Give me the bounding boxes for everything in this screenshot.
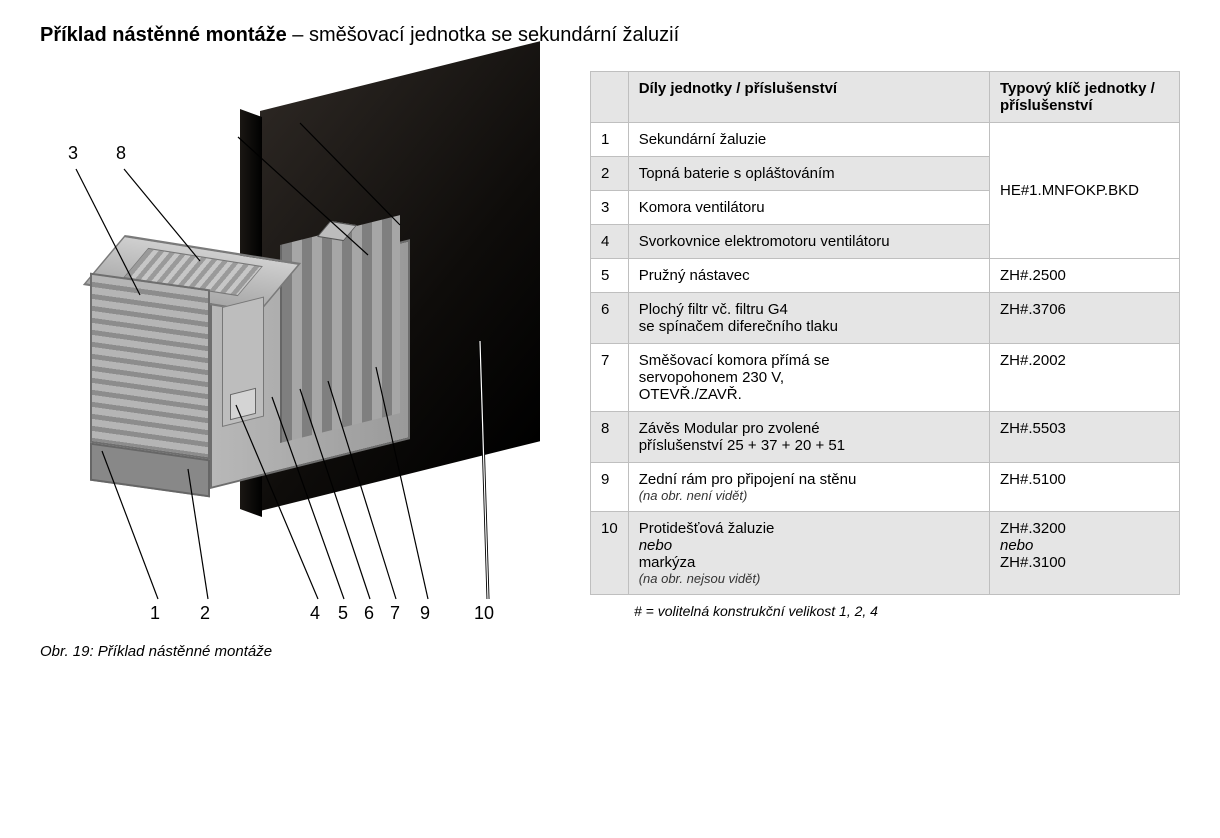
cell-note: (na obr. není vidět) — [639, 488, 979, 503]
cell-alt: nebo — [1000, 537, 1033, 554]
table-row: 7 Směšovací komora přímá se servopohonem… — [591, 344, 1180, 412]
cell-line: Směšovací komora přímá se — [639, 352, 979, 369]
cell-line: příslušenství 25 + 37 + 20 + 51 — [639, 437, 979, 454]
cell-key: ZH#.2002 — [990, 344, 1180, 412]
figure-column: 3 8 1 2 4 5 6 7 9 10 Obr. 19: Příklad ná… — [40, 71, 550, 660]
table-column: Díly jednotky / příslušenství Typový klí… — [590, 71, 1180, 619]
table-row: 1 Sekundární žaluzie HE#1.MNFOKP.BKD — [591, 123, 1180, 157]
cell-key: ZH#.5503 — [990, 412, 1180, 463]
cell-part: Protidešťová žaluzie nebo markýza (na ob… — [628, 512, 989, 595]
cell-key: ZH#.3706 — [990, 293, 1180, 344]
cell-key-merged: HE#1.MNFOKP.BKD — [990, 123, 1180, 259]
th-key: Typový klíč jednotky / příslušenství — [990, 72, 1180, 123]
cell-line: markýza — [639, 554, 979, 571]
cell-line: ZH#.3100 — [1000, 554, 1169, 571]
cell-line: Protidešťová žaluzie — [639, 520, 979, 537]
table-row: 9 Zední rám pro připojení na stěnu (na o… — [591, 463, 1180, 512]
unit-side-slats — [280, 215, 400, 443]
cell-part: Topná baterie s opláštováním — [628, 157, 989, 191]
callout-3: 3 — [68, 143, 78, 164]
cell-part: Svorkovnice elektromotoru ventilátoru — [628, 225, 989, 259]
cell-part: Sekundární žaluzie — [628, 123, 989, 157]
cell-num: 4 — [591, 225, 629, 259]
callout-9: 9 — [420, 603, 430, 624]
callout-5: 5 — [338, 603, 348, 624]
content-row: 3 8 1 2 4 5 6 7 9 10 Obr. 19: Příklad ná… — [40, 71, 1180, 660]
table-row: 8 Závěs Modular pro zvolené příslušenstv… — [591, 412, 1180, 463]
cell-key: ZH#.2500 — [990, 259, 1180, 293]
callout-1: 1 — [150, 603, 160, 624]
cell-line: se spínačem diferečního tlaku — [639, 318, 979, 335]
callout-4: 4 — [310, 603, 320, 624]
cell-part: Komora ventilátoru — [628, 191, 989, 225]
cell-num: 3 — [591, 191, 629, 225]
title-rest: – směšovací jednotka se sekundární žaluz… — [287, 24, 679, 46]
cell-num: 7 — [591, 344, 629, 412]
cell-num: 2 — [591, 157, 629, 191]
table-footnote: # = volitelná konstrukční velikost 1, 2,… — [590, 603, 1180, 619]
cell-line: ZH#.3200 — [1000, 520, 1169, 537]
cell-key: ZH#.3200 nebo ZH#.3100 — [990, 512, 1180, 595]
table-row: 10 Protidešťová žaluzie nebo markýza (na… — [591, 512, 1180, 595]
parts-table: Díly jednotky / příslušenství Typový klí… — [590, 71, 1180, 595]
cell-num: 6 — [591, 293, 629, 344]
cell-note: (na obr. nejsou vidět) — [639, 571, 979, 586]
table-row: 5 Pružný nástavec ZH#.2500 — [591, 259, 1180, 293]
cell-line: Zední rám pro připojení na stěnu — [639, 471, 979, 488]
cell-line: OTEVŘ./ZAVŘ. — [639, 386, 979, 403]
cell-line: Závěs Modular pro zvolené — [639, 420, 979, 437]
callout-8: 8 — [116, 143, 126, 164]
cell-line: Plochý filtr vč. filtru G4 — [639, 301, 979, 318]
cell-line: servopohonem 230 V, — [639, 369, 979, 386]
cell-key: ZH#.5100 — [990, 463, 1180, 512]
unit-assembly — [90, 281, 390, 481]
cell-part: Zední rám pro připojení na stěnu (na obr… — [628, 463, 989, 512]
cell-num: 8 — [591, 412, 629, 463]
figure-caption: Obr. 19: Příklad nástěnné montáže — [40, 643, 550, 660]
cell-num: 1 — [591, 123, 629, 157]
figure: 3 8 1 2 4 5 6 7 9 10 — [40, 71, 550, 631]
th-parts: Díly jednotky / příslušenství — [628, 72, 989, 123]
unit-front-louvers — [90, 273, 210, 460]
th-num — [591, 72, 629, 123]
cell-num: 10 — [591, 512, 629, 595]
table-row: 6 Plochý filtr vč. filtru G4 se spínačem… — [591, 293, 1180, 344]
page-title: Příklad nástěnné montáže – směšovací jed… — [40, 24, 1180, 47]
cell-part: Závěs Modular pro zvolené příslušenství … — [628, 412, 989, 463]
cell-alt: nebo — [639, 537, 672, 554]
callout-6: 6 — [364, 603, 374, 624]
cell-part: Směšovací komora přímá se servopohonem 2… — [628, 344, 989, 412]
cell-num: 5 — [591, 259, 629, 293]
cell-part: Pružný nástavec — [628, 259, 989, 293]
title-bold: Příklad nástěnné montáže — [40, 24, 287, 46]
diagram — [60, 111, 530, 571]
callout-7: 7 — [390, 603, 400, 624]
callout-2: 2 — [200, 603, 210, 624]
callout-10: 10 — [474, 603, 494, 624]
cell-num: 9 — [591, 463, 629, 512]
cell-part: Plochý filtr vč. filtru G4 se spínačem d… — [628, 293, 989, 344]
